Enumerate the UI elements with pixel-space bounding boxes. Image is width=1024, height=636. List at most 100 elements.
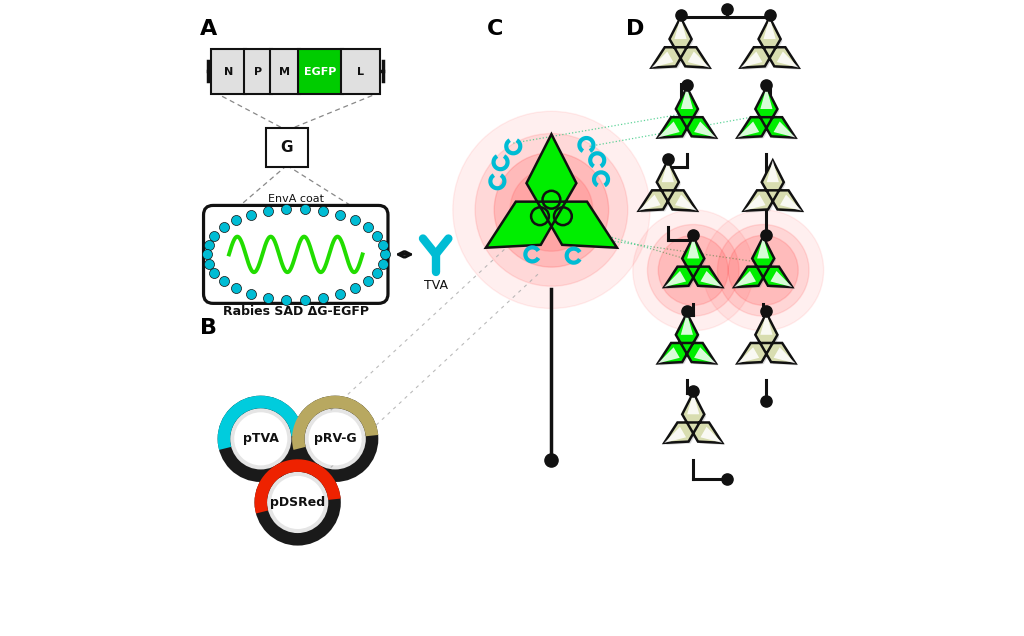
FancyBboxPatch shape bbox=[270, 49, 300, 94]
Point bbox=[206, 231, 222, 241]
FancyBboxPatch shape bbox=[298, 49, 343, 94]
Text: N: N bbox=[223, 67, 233, 76]
Polygon shape bbox=[667, 238, 724, 289]
Point bbox=[297, 204, 313, 214]
Polygon shape bbox=[665, 427, 686, 443]
Point bbox=[369, 268, 385, 278]
Point bbox=[228, 284, 245, 294]
Polygon shape bbox=[757, 237, 769, 258]
Point bbox=[679, 80, 695, 90]
Point bbox=[260, 206, 276, 216]
Polygon shape bbox=[665, 392, 722, 443]
Text: pTVA: pTVA bbox=[243, 432, 279, 445]
Circle shape bbox=[718, 225, 809, 316]
Polygon shape bbox=[687, 237, 699, 258]
Polygon shape bbox=[743, 195, 766, 211]
Polygon shape bbox=[657, 87, 716, 137]
Polygon shape bbox=[659, 315, 718, 365]
Circle shape bbox=[510, 169, 593, 251]
Circle shape bbox=[728, 235, 798, 305]
Point bbox=[347, 215, 364, 225]
Point bbox=[375, 240, 391, 250]
Polygon shape bbox=[665, 237, 722, 287]
Point bbox=[315, 293, 332, 303]
Point bbox=[762, 10, 778, 20]
Polygon shape bbox=[688, 52, 710, 67]
Polygon shape bbox=[737, 347, 759, 363]
Point bbox=[243, 210, 259, 220]
Polygon shape bbox=[737, 121, 759, 137]
Polygon shape bbox=[780, 195, 802, 211]
Polygon shape bbox=[770, 271, 793, 287]
Polygon shape bbox=[657, 347, 680, 363]
Polygon shape bbox=[767, 160, 779, 182]
Circle shape bbox=[308, 412, 361, 466]
FancyBboxPatch shape bbox=[204, 205, 388, 303]
Point bbox=[673, 10, 689, 20]
Circle shape bbox=[227, 405, 301, 479]
Point bbox=[685, 230, 701, 240]
Point bbox=[199, 249, 215, 259]
Polygon shape bbox=[736, 238, 795, 289]
Circle shape bbox=[234, 412, 288, 466]
Circle shape bbox=[271, 476, 325, 529]
Polygon shape bbox=[773, 347, 796, 363]
Point bbox=[215, 223, 231, 233]
Circle shape bbox=[647, 225, 739, 316]
Point bbox=[758, 306, 774, 316]
Circle shape bbox=[495, 153, 608, 267]
Point bbox=[359, 223, 376, 233]
Text: pDSRed: pDSRed bbox=[270, 496, 326, 509]
Point bbox=[544, 455, 560, 466]
Text: G: G bbox=[281, 141, 293, 155]
Point bbox=[315, 206, 332, 216]
Point bbox=[679, 306, 695, 316]
Polygon shape bbox=[651, 52, 674, 67]
Polygon shape bbox=[740, 17, 799, 67]
Point bbox=[377, 249, 393, 259]
Polygon shape bbox=[681, 313, 693, 335]
Polygon shape bbox=[694, 347, 716, 363]
Circle shape bbox=[264, 469, 338, 543]
Circle shape bbox=[702, 210, 823, 331]
Polygon shape bbox=[742, 19, 801, 69]
Polygon shape bbox=[657, 313, 716, 363]
Point bbox=[659, 153, 676, 163]
Polygon shape bbox=[657, 121, 680, 137]
Polygon shape bbox=[665, 271, 686, 287]
Polygon shape bbox=[777, 52, 799, 67]
Point bbox=[758, 396, 774, 406]
Text: B: B bbox=[201, 318, 217, 338]
Point bbox=[215, 276, 231, 286]
Point bbox=[206, 268, 222, 278]
Point bbox=[279, 204, 295, 214]
FancyBboxPatch shape bbox=[211, 49, 246, 94]
Point bbox=[201, 240, 217, 250]
Point bbox=[201, 259, 217, 269]
Polygon shape bbox=[745, 162, 804, 212]
Point bbox=[297, 295, 313, 305]
Polygon shape bbox=[653, 19, 712, 69]
Point bbox=[332, 289, 348, 299]
Point bbox=[719, 474, 735, 484]
Text: A: A bbox=[201, 19, 218, 39]
Text: L: L bbox=[356, 67, 364, 76]
Polygon shape bbox=[694, 121, 716, 137]
Polygon shape bbox=[641, 162, 698, 212]
Polygon shape bbox=[639, 195, 660, 211]
Circle shape bbox=[301, 405, 375, 479]
Polygon shape bbox=[761, 87, 772, 109]
Polygon shape bbox=[740, 52, 763, 67]
Point bbox=[347, 284, 364, 294]
Polygon shape bbox=[773, 121, 796, 137]
Point bbox=[369, 231, 385, 241]
Text: EnvA coat: EnvA coat bbox=[267, 193, 324, 204]
Polygon shape bbox=[737, 313, 796, 363]
Point bbox=[758, 80, 774, 90]
Polygon shape bbox=[739, 315, 798, 365]
Point bbox=[359, 276, 376, 286]
Point bbox=[375, 259, 391, 269]
Polygon shape bbox=[734, 237, 793, 287]
Text: EGFP: EGFP bbox=[304, 67, 337, 76]
Point bbox=[228, 215, 245, 225]
